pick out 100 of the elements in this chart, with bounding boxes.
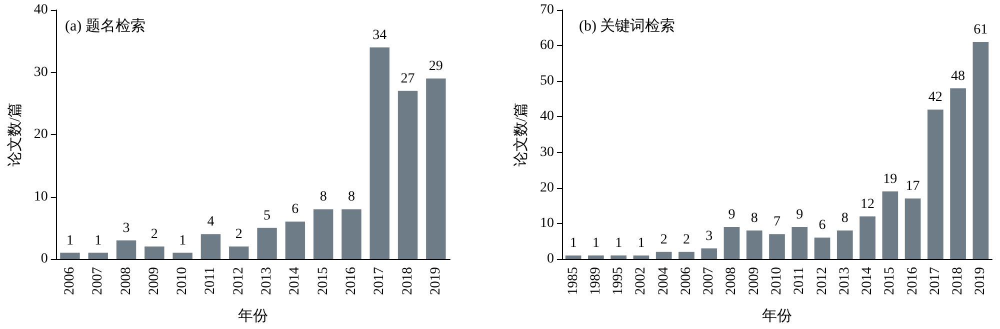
x-tick-label: 2016 — [344, 267, 359, 295]
data-label: 1 — [615, 236, 622, 251]
data-label: 19 — [883, 172, 898, 187]
bar — [814, 238, 830, 259]
bar — [285, 222, 306, 259]
data-label: 2 — [235, 227, 242, 242]
x-tick-label: 2012 — [814, 267, 830, 295]
bar — [610, 255, 626, 259]
data-label: 2 — [150, 227, 158, 242]
y-axis-title: 论文数/篇 — [6, 102, 24, 167]
x-tick-label: 2014 — [860, 267, 876, 295]
data-label: 2 — [682, 232, 690, 248]
x-tick-label: 2011 — [203, 267, 218, 294]
data-label: 29 — [428, 58, 443, 74]
bar — [928, 110, 944, 259]
bar — [678, 252, 694, 259]
y-tick-label: 0 — [547, 252, 554, 266]
bar — [792, 226, 808, 259]
x-tick-label: 2017 — [928, 267, 943, 295]
bar — [724, 226, 740, 259]
data-label: 1 — [592, 236, 600, 251]
y-tick-label: 40 — [34, 2, 48, 18]
bar — [633, 255, 650, 259]
y-tick-label: 10 — [34, 189, 48, 204]
bar — [769, 234, 785, 259]
text: (a) 题名检索 — [65, 18, 146, 34]
bar — [116, 240, 136, 259]
data-label: 1 — [179, 233, 186, 248]
x-axis-title: 年份 — [238, 308, 268, 324]
bar — [398, 90, 418, 259]
text: (b) 关键词检索 — [579, 18, 676, 34]
x-tick-label: 1995 — [611, 267, 626, 295]
x-tick-label: 2009 — [746, 267, 762, 295]
bar — [60, 252, 80, 259]
bar — [342, 209, 362, 259]
data-label: 12 — [860, 196, 875, 212]
y-tick-label: 10 — [540, 216, 554, 231]
data-label: 7 — [774, 214, 780, 230]
data-label: 8 — [348, 190, 355, 205]
bar — [882, 191, 898, 259]
x-tick-label: 2002 — [634, 267, 649, 295]
data-label: 5 — [264, 208, 271, 224]
x-tick-label: 2008 — [724, 267, 740, 295]
bar — [860, 216, 876, 259]
data-label: 34 — [372, 28, 387, 43]
bar — [88, 252, 108, 259]
x-tick-label: 2013 — [837, 267, 852, 295]
bar — [200, 234, 221, 259]
bar — [257, 228, 277, 259]
data-label: 3 — [706, 228, 713, 244]
x-tick-label: 2015 — [882, 267, 898, 295]
bar — [426, 78, 446, 259]
x-tick-label: 2019 — [428, 267, 444, 295]
data-label: 6 — [818, 218, 826, 234]
data-label: 1 — [94, 233, 102, 248]
x-tick-label: 2010 — [175, 267, 190, 295]
y-axis-title: 论文数/篇 — [512, 102, 530, 167]
bar — [656, 252, 672, 259]
data-label: 1 — [66, 233, 74, 248]
bar — [746, 230, 762, 259]
y-tick-label: 60 — [540, 38, 554, 54]
bar — [172, 252, 192, 259]
x-tick-label: 2014 — [288, 267, 303, 295]
y-tick-label: 20 — [34, 127, 48, 142]
data-label: 9 — [796, 207, 804, 222]
x-tick-label: 2006 — [678, 267, 694, 295]
bar — [565, 255, 582, 259]
bar — [588, 255, 604, 259]
data-label: 3 — [122, 220, 130, 236]
y-tick-label: 70 — [540, 2, 554, 18]
x-axis-title: 年份 — [762, 308, 792, 324]
bar — [144, 246, 164, 259]
x-tick-label: 2004 — [656, 267, 672, 295]
x-tick-label: 2007 — [702, 267, 717, 295]
x-tick-label: 2010 — [770, 267, 784, 295]
x-tick-label: 2017 — [372, 267, 388, 295]
data-label: 48 — [951, 68, 966, 84]
x-tick-label: 2011 — [792, 267, 808, 294]
data-label: 8 — [750, 211, 758, 226]
data-label: 1 — [570, 236, 577, 251]
x-tick-label: 2019 — [973, 267, 988, 295]
x-tick-label: 2009 — [146, 267, 162, 295]
y-tick-label: 30 — [540, 144, 554, 160]
x-tick-label: 2012 — [231, 267, 246, 295]
x-tick-label: 2018 — [400, 267, 416, 295]
y-tick-label: 20 — [540, 180, 554, 196]
x-tick-label: 2007 — [90, 267, 106, 295]
y-tick-label: 0 — [40, 252, 48, 266]
bar — [701, 248, 718, 259]
bar — [229, 246, 249, 259]
data-label: 17 — [906, 179, 920, 194]
data-label: 8 — [841, 211, 848, 226]
x-tick-label: 2015 — [316, 267, 331, 295]
bar — [950, 88, 966, 259]
y-tick-label: 30 — [34, 64, 48, 80]
bar — [972, 42, 989, 259]
data-label: 42 — [928, 90, 942, 106]
x-tick-label: 2013 — [260, 267, 275, 295]
x-tick-label: 1989 — [588, 267, 604, 295]
y-tick-label: 50 — [540, 74, 554, 89]
